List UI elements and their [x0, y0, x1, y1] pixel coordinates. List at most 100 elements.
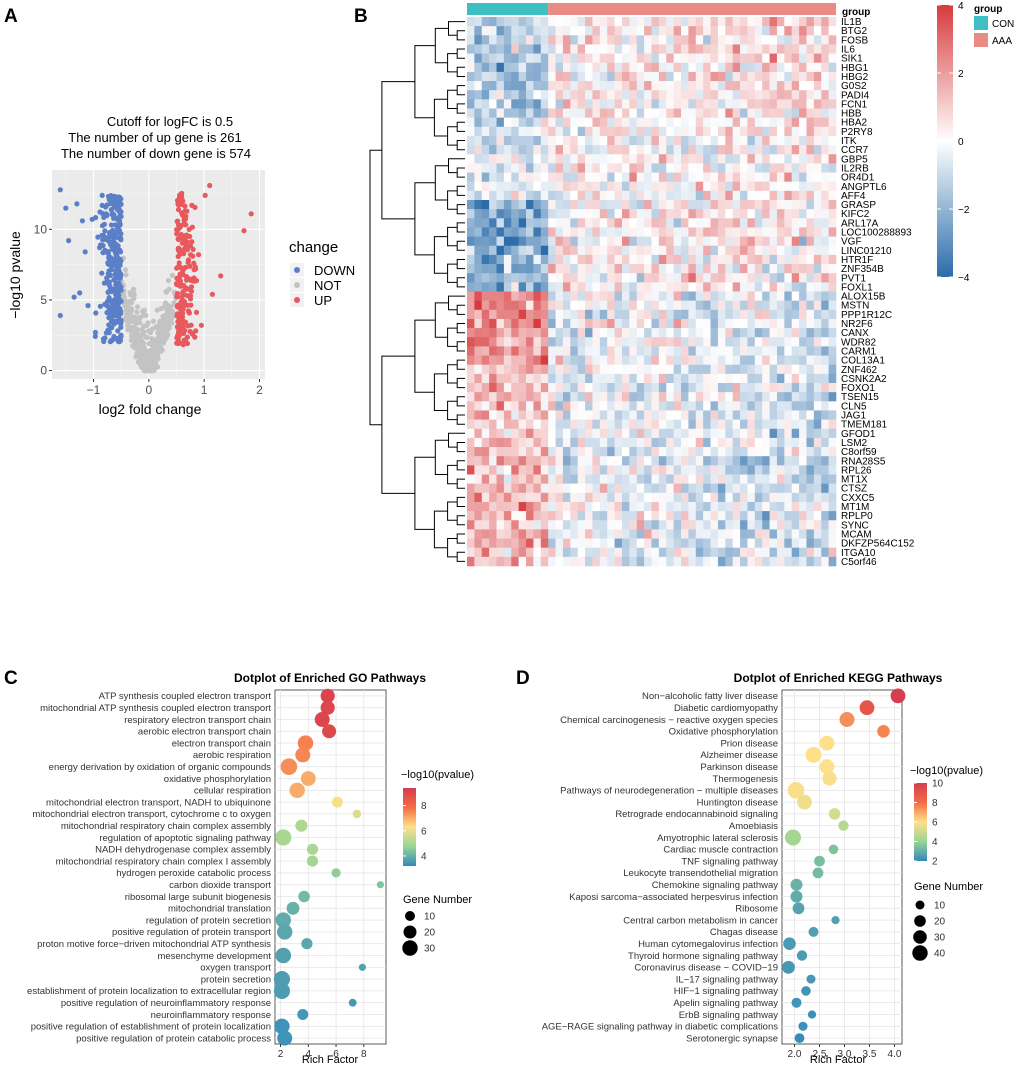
heatmap-cell [695, 492, 704, 503]
volcano-point-down [112, 313, 118, 319]
heatmap-cell [799, 35, 807, 45]
heatmap-cell [467, 227, 475, 237]
heatmap-cell [747, 90, 756, 100]
heatmap-cell [474, 291, 483, 301]
legend-key-down [294, 267, 300, 273]
heatmap-cell [621, 300, 630, 311]
heatmap-cell [533, 410, 542, 420]
heatmap-cell [585, 511, 593, 521]
heatmap-cell [725, 346, 733, 356]
heatmap-cell [776, 264, 785, 274]
heatmap-cell [474, 383, 483, 393]
heatmap-cell [673, 126, 682, 137]
heatmap-cell [489, 99, 497, 109]
heatmap-cell [703, 300, 711, 311]
heatmap-cell [710, 538, 719, 548]
heatmap-cell [747, 126, 756, 137]
heatmap-cell [799, 236, 807, 247]
heatmap-cell [599, 190, 608, 201]
heatmap-cell [474, 44, 483, 54]
heatmap-cell [703, 236, 711, 247]
heatmap-cell [784, 44, 793, 54]
heatmap-cell [703, 218, 711, 228]
heatmap-cell [599, 264, 608, 274]
heatmap-cell [681, 90, 689, 100]
pathway-dot [320, 688, 335, 704]
heatmap-cell [681, 328, 689, 338]
heatmap-cell [592, 181, 601, 192]
heatmap-cell [467, 419, 475, 430]
gene-label: CLN5 [841, 401, 867, 412]
heatmap-cell [503, 447, 512, 457]
heatmap-cell [548, 236, 556, 247]
heatmap-cell [570, 35, 578, 45]
heatmap-cell [599, 538, 608, 548]
heatmap-cell [474, 529, 483, 539]
heatmap-cell [784, 410, 793, 420]
heatmap-cell [732, 126, 741, 137]
heatmap-cell [673, 383, 682, 393]
heatmap-cell [511, 273, 519, 283]
heatmap-cell [599, 501, 608, 512]
heatmap-cell [732, 172, 741, 182]
heatmap-cell [474, 456, 483, 466]
heatmap-cell [607, 44, 615, 54]
heatmap-cell [614, 227, 623, 237]
volcano-point-down [114, 244, 120, 250]
heatmap-cell [666, 355, 674, 365]
heatmap-cell [481, 108, 490, 118]
heatmap-cell [732, 538, 741, 548]
heatmap-cell [585, 117, 593, 128]
heatmap-cell [828, 520, 837, 530]
heatmap-cell [658, 218, 667, 228]
heatmap-cell [717, 273, 726, 283]
heatmap-cell [784, 35, 793, 45]
heatmap-cell [644, 254, 652, 265]
pathway-label: neuroinflammatory response [151, 1010, 271, 1021]
heatmap-cell [732, 163, 741, 173]
heatmap-cell [644, 364, 652, 375]
heatmap-cell [821, 190, 829, 201]
heatmap-cell [813, 273, 822, 283]
heatmap-cell [717, 227, 726, 237]
pathway-label: mitochondrial electron transport, NADH t… [46, 797, 271, 808]
heatmap-cell [658, 126, 667, 137]
heatmap-cell [791, 99, 800, 109]
heatmap-cell [666, 264, 674, 274]
volcano-point-not [131, 292, 137, 298]
heatmap-cell [533, 218, 542, 228]
heatmap-cell [710, 309, 719, 320]
heatmap-cell [762, 547, 770, 558]
heatmap-cell [503, 492, 512, 503]
heatmap-cell [658, 392, 667, 402]
heatmap-cell [607, 200, 615, 210]
heatmap-cell [725, 273, 733, 283]
heatmap-cell [776, 200, 785, 210]
heatmap-cell [695, 135, 704, 146]
heatmap-cell [548, 383, 556, 393]
heatmap-cell [481, 501, 490, 512]
heatmap-cell [607, 511, 615, 521]
heatmap-cell [806, 410, 815, 420]
heatmap-cell [489, 200, 497, 210]
heatmap-cell [511, 474, 519, 484]
volcano-point-down [66, 238, 72, 244]
heatmap-cell [725, 492, 733, 503]
heatmap-cell [614, 26, 623, 36]
heatmap-cell [828, 428, 837, 439]
pathway-label: mitochondrial ATP synthesis coupled elec… [40, 703, 271, 714]
heatmap-cell [681, 437, 689, 448]
heatmap-cell [799, 318, 807, 329]
heatmap-cell [607, 437, 615, 448]
heatmap-cell [666, 126, 674, 137]
heatmap-cell [518, 483, 527, 494]
heatmap-cell [599, 520, 608, 530]
heatmap-cell [703, 81, 711, 91]
heatmap-cell [562, 410, 571, 420]
pathway-label: regulation of apoptotic signaling pathwa… [99, 833, 271, 844]
heatmap-cell [548, 254, 556, 265]
heatmap-cell [629, 547, 638, 558]
heatmap-cell [821, 456, 829, 466]
heatmap-cell [540, 62, 549, 73]
